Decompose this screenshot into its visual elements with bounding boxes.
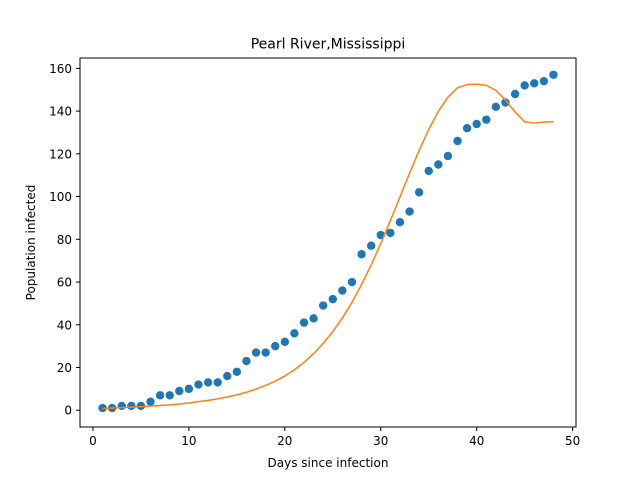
data-point	[453, 136, 462, 146]
x-tick-label: 10	[181, 434, 196, 448]
data-point	[549, 70, 558, 79]
data-point	[491, 102, 501, 112]
plot-area	[98, 70, 558, 413]
x-tick-label: 0	[89, 434, 97, 448]
y-tick-label: 60	[57, 276, 72, 290]
axes-frame	[79, 57, 577, 428]
y-tick-label: 0	[64, 404, 72, 418]
data-point	[299, 318, 309, 327]
data-point	[472, 119, 481, 129]
data-point	[203, 378, 213, 387]
data-point	[424, 166, 433, 176]
data-point	[232, 367, 242, 376]
y-tick-label: 20	[57, 361, 72, 375]
x-tick-label: 20	[277, 434, 292, 448]
data-point	[309, 314, 318, 323]
data-point	[271, 341, 280, 351]
data-point	[261, 348, 270, 357]
data-point	[395, 218, 405, 227]
data-point	[242, 356, 251, 366]
data-point	[338, 286, 347, 295]
data-point	[366, 241, 376, 250]
x-axis-label: Days since infection	[268, 456, 389, 470]
data-point	[146, 397, 155, 406]
data-point	[357, 250, 366, 259]
data-point	[319, 301, 328, 310]
y-tick-label: 160	[49, 62, 72, 76]
data-point	[127, 401, 136, 411]
data-point	[213, 378, 222, 387]
y-tick-label: 120	[49, 147, 72, 161]
y-tick-label: 100	[49, 190, 72, 204]
data-point	[165, 391, 174, 400]
data-point	[510, 89, 520, 99]
data-point	[117, 401, 126, 411]
x-tick-label: 30	[373, 434, 388, 448]
y-tick-label: 140	[49, 105, 72, 119]
data-point	[443, 151, 453, 161]
data-point	[251, 348, 261, 357]
data-point	[280, 337, 290, 347]
data-point	[328, 294, 337, 304]
data-point	[155, 391, 165, 400]
y-tick-label: 80	[57, 233, 72, 247]
data-point	[414, 188, 424, 197]
data-point	[501, 98, 510, 107]
data-point	[194, 380, 203, 389]
x-tick-label: 40	[469, 434, 484, 448]
chart-title: Pearl River,Mississippi	[251, 37, 406, 53]
data-point	[434, 160, 443, 169]
data-point	[290, 329, 299, 338]
data-point	[539, 76, 549, 86]
data-point	[175, 386, 184, 396]
data-point	[530, 79, 539, 88]
data-point	[223, 371, 232, 381]
data-point	[462, 123, 472, 133]
data-point	[184, 384, 194, 394]
y-axis-label: Population infected	[24, 185, 38, 301]
data-point	[520, 81, 529, 90]
x-tick-label: 50	[565, 434, 580, 448]
x-axis: 0 10 20 30 40 50	[89, 427, 580, 448]
data-point	[136, 401, 146, 411]
y-axis: 0 20 40 60 80 100 120 140 160	[49, 62, 80, 418]
data-point	[386, 228, 395, 238]
data-point	[482, 115, 491, 124]
y-tick-label: 40	[57, 318, 72, 332]
fitted-curve-line	[102, 83, 554, 410]
data-point	[405, 207, 414, 216]
data-point	[347, 277, 357, 287]
